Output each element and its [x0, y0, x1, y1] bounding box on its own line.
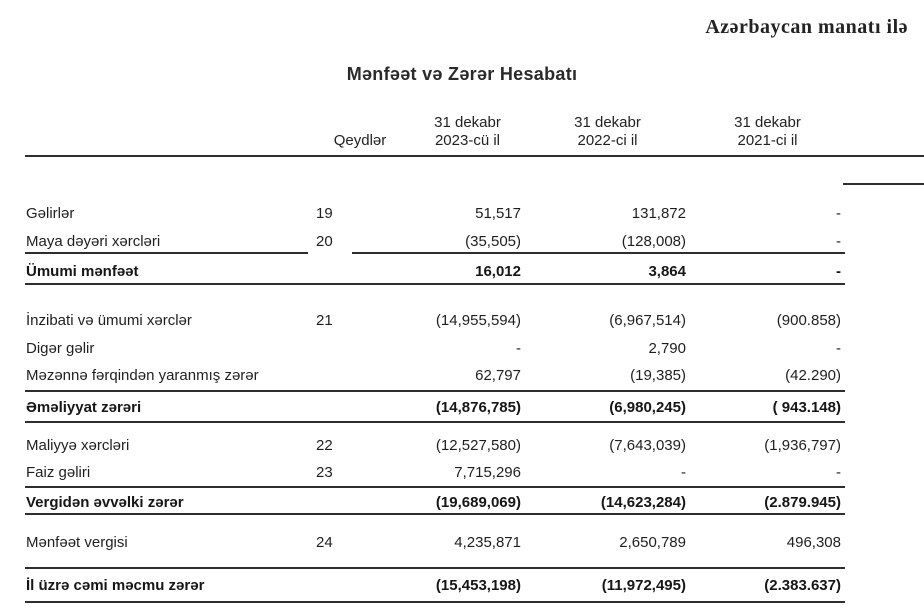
operating-loss-top-rule — [25, 390, 845, 392]
row-label: Ümumi mənfəət — [26, 262, 139, 280]
value-2021: ( 943.148) — [772, 398, 841, 416]
header-rule — [25, 155, 924, 157]
table-row-finance-costs: Maliyyə xərcləri 22 (12,527,580) (7,643,… — [25, 432, 845, 458]
header-2022-line1: 31 dekabr — [574, 114, 641, 131]
value-2022: (19,385) — [630, 366, 686, 384]
value-2021: 496,308 — [786, 533, 841, 551]
row-note: 23 — [316, 463, 333, 481]
header-2023-line1: 31 dekabr — [434, 114, 501, 131]
right-stub-rule — [843, 183, 924, 185]
value-2022: (6,967,514) — [609, 311, 686, 329]
row-label: Digər gəlir — [26, 339, 95, 357]
table-row-pretax-loss: Vergidən əvvəlki zərər (19,689,069) (14,… — [25, 489, 845, 515]
table-row-admin-expenses: İnzibati və ümumi xərclər 21 (14,955,594… — [25, 307, 845, 333]
value-2022: (128,008) — [621, 232, 686, 250]
page-title: Mənfəət və Zərər Hesabatı — [346, 64, 578, 84]
table-row-gross-profit: Ümumi mənfəət 16,012 3,864 - — [25, 258, 845, 284]
header-2023-line2: 2023-cü il — [434, 132, 501, 149]
table-row-operating-loss: Əməliyyat zərəri (14,876,785) (6,980,245… — [25, 394, 845, 420]
value-2022: - — [681, 463, 686, 481]
header-2022-line2: 2022-ci il — [577, 132, 638, 149]
value-2022: (14,623,284) — [600, 493, 686, 511]
row-label: Maliyyə xərcləri — [26, 436, 130, 454]
gross-profit-top-rule-left — [25, 252, 308, 254]
value-2023: 51,517 — [475, 204, 521, 222]
table-row-cost-of-sales: Maya dəyəri xərcləri 20 (35,505) (128,00… — [25, 228, 845, 254]
value-2021: (2.383.637) — [764, 576, 841, 594]
header-2022: 31 dekabr 2022-ci il — [525, 114, 690, 152]
operating-loss-bottom-rule — [25, 421, 845, 423]
value-2023: (14,876,785) — [435, 398, 521, 416]
row-note: 20 — [316, 232, 333, 250]
value-2023: (15,453,198) — [435, 576, 521, 594]
table-row-total-comprehensive-loss: İl üzrə cəmi məcmu zərər (15,453,198) (1… — [25, 572, 845, 598]
row-note: 19 — [316, 204, 333, 222]
value-2021: - — [836, 232, 841, 250]
row-label: İl üzrə cəmi məcmu zərər — [26, 576, 205, 594]
value-2023: (14,955,594) — [435, 311, 521, 329]
pretax-loss-top-rule — [25, 486, 845, 488]
row-label: Gəlirlər — [26, 204, 75, 222]
value-2023: 4,235,871 — [454, 533, 521, 551]
row-note: 22 — [316, 436, 333, 454]
value-2023: 62,797 — [475, 366, 521, 384]
header-2021: 31 dekabr 2021-ci il — [690, 114, 845, 152]
value-2021: (42.290) — [785, 366, 841, 384]
table-row-fx-loss: Məzənnə fərqindən yaranmış zərər 62,797 … — [25, 362, 845, 388]
value-2023: - — [516, 339, 521, 357]
row-note: 24 — [316, 533, 333, 551]
value-2023: (12,527,580) — [435, 436, 521, 454]
value-2023: (19,689,069) — [435, 493, 521, 511]
gross-profit-bottom-rule — [25, 283, 845, 285]
value-2023: 16,012 — [475, 262, 521, 280]
header-2021-line1: 31 dekabr — [734, 114, 801, 131]
value-2021: (1,936,797) — [764, 436, 841, 454]
value-2022: (11,972,495) — [601, 576, 686, 594]
row-label: İnzibati və ümumi xərclər — [26, 311, 192, 329]
gross-profit-top-rule-right — [352, 252, 845, 254]
table-row-other-income: Digər gəlir - 2,790 - — [25, 335, 845, 361]
value-2021: - — [836, 339, 841, 357]
value-2021: - — [836, 204, 841, 222]
table-row-revenue: Gəlirlər 19 51,517 131,872 - — [25, 200, 845, 226]
value-2021: (2.879.945) — [764, 493, 841, 511]
value-2022: (7,643,039) — [609, 436, 686, 454]
table-row-income-tax: Mənfəət vergisi 24 4,235,871 2,650,789 4… — [25, 529, 845, 555]
value-2021: - — [836, 463, 841, 481]
value-2023: (35,505) — [465, 232, 521, 250]
table-row-interest-income: Faiz gəliri 23 7,715,296 - - — [25, 459, 845, 485]
row-label: Mənfəət vergisi — [26, 533, 128, 551]
value-2021: (900.858) — [776, 311, 841, 329]
total-loss-bottom-rule — [25, 601, 845, 603]
value-2022: 3,864 — [648, 262, 686, 280]
value-2022: 2,650,789 — [619, 533, 686, 551]
value-2022: 131,872 — [631, 204, 686, 222]
value-2022: (6,980,245) — [609, 398, 686, 416]
total-loss-top-rule — [25, 567, 845, 569]
header-label-spacer — [25, 150, 310, 152]
value-2023: 7,715,296 — [454, 463, 521, 481]
row-label: Faiz gəliri — [26, 463, 91, 481]
table-header-row: Qeydlər 31 dekabr 2023-cü il 31 dekabr 2… — [25, 108, 845, 152]
pretax-loss-bottom-rule — [25, 513, 845, 515]
currency-note: Azərbaycan manatı ilə — [705, 16, 908, 38]
row-note: 21 — [316, 311, 333, 329]
header-2023: 31 dekabr 2023-cü il — [410, 114, 525, 152]
row-label: Vergidən əvvəlki zərər — [26, 493, 184, 511]
header-2021-line2: 2021-ci il — [737, 132, 798, 149]
row-label: Maya dəyəri xərcləri — [26, 232, 161, 250]
row-label: Əməliyyat zərəri — [26, 398, 142, 416]
value-2022: 2,790 — [648, 339, 686, 357]
row-label: Məzənnə fərqindən yaranmış zərər — [26, 366, 259, 384]
value-2021: - — [836, 262, 841, 280]
header-notes: Qeydlər — [333, 132, 387, 149]
